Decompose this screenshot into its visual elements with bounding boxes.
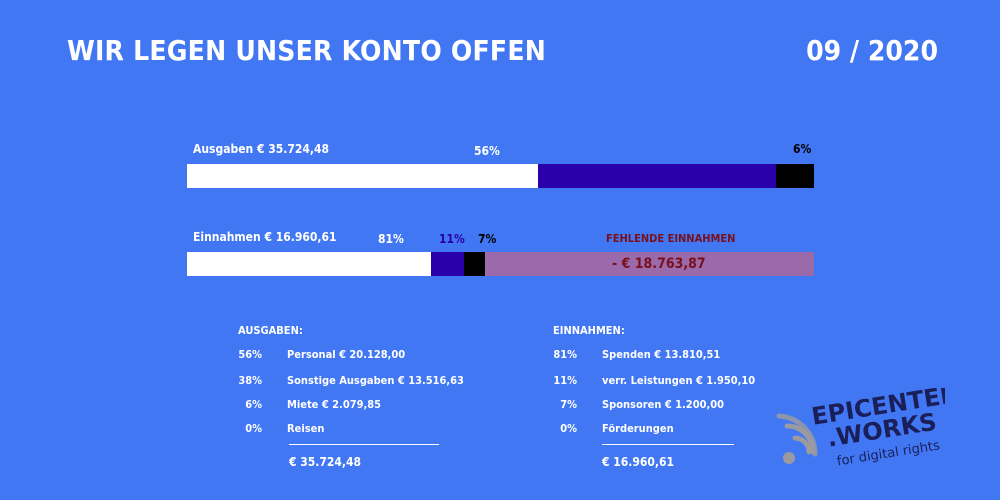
- ausgaben-item-label: Miete € 2.079,85: [287, 398, 382, 411]
- einnahmen-item-pct: 0%: [560, 422, 577, 435]
- page-title: WIR LEGEN UNSER KONTO OFFEN: [67, 34, 547, 67]
- einnahmen-item-label: Sponsoren € 1.200,00: [602, 398, 724, 411]
- missing-income-amount: - € 18.763,87: [612, 256, 706, 272]
- einnahmen-total: € 16.960,61: [602, 455, 675, 469]
- einnahmen-segment-missing: [484, 252, 814, 276]
- einnahmen-item-pct: 11%: [553, 374, 577, 387]
- ausgaben-item-label: Sonstige Ausgaben € 13.516,63: [287, 374, 464, 387]
- ausgaben-item-pct: 0%: [245, 422, 262, 435]
- signal-waves-icon: [776, 413, 818, 457]
- ausgaben-item-pct: 38%: [238, 374, 262, 387]
- ausgaben-item-pct: 6%: [245, 398, 262, 411]
- einnahmen-pct-label-spenden: 81%: [378, 232, 404, 246]
- einnahmen-item-label: Förderungen: [602, 422, 674, 435]
- einnahmen-item-pct: 81%: [553, 348, 577, 361]
- ausgaben-item-pct: 56%: [238, 348, 262, 361]
- einnahmen-pct-label-sponsoren: 7%: [478, 232, 497, 246]
- epicenter-works-logo: EPICENTER .WORKS for digital rights: [776, 388, 945, 469]
- ausgaben-total: € 35.724,48: [289, 455, 362, 469]
- einnahmen-segment-sponsoren: [463, 252, 485, 276]
- signal-dot-icon: [783, 452, 795, 464]
- einnahmen-item-pct: 7%: [560, 398, 577, 411]
- ausgaben-heading: AUSGABEN:: [238, 324, 303, 337]
- ausgaben-pct-label-personal: 56%: [474, 144, 500, 158]
- missing-income-label: FEHLENDE EINNAHMEN: [606, 232, 736, 245]
- einnahmen-item-label: Spenden € 13.810,51: [602, 348, 721, 361]
- einnahmen-item-label: verr. Leistungen € 1.950,10: [602, 374, 756, 387]
- period-date: 09 / 2020: [806, 34, 938, 67]
- einnahmen-bar-label: Einnahmen € 16.960,61: [193, 230, 337, 244]
- ausgaben-pct-label-miete: 6%: [793, 142, 812, 156]
- einnahmen-total-divider: [602, 444, 734, 445]
- einnahmen-segment-leistungen: [430, 252, 464, 276]
- ausgaben-item-label: Reisen: [287, 422, 325, 435]
- ausgaben-segment-sonstige: [538, 164, 777, 188]
- ausgaben-item-label: Personal € 20.128,00: [287, 348, 406, 361]
- einnahmen-segment-spenden: [187, 252, 431, 276]
- einnahmen-pct-label-leistungen: 11%: [439, 232, 465, 246]
- ausgaben-segment-personal: [187, 164, 539, 188]
- einnahmen-heading: EINNAHMEN:: [553, 324, 625, 337]
- ausgaben-total-divider: [289, 444, 439, 445]
- ausgaben-segment-miete: [776, 164, 814, 188]
- ausgaben-bar-label: Ausgaben € 35.724,48: [193, 142, 330, 156]
